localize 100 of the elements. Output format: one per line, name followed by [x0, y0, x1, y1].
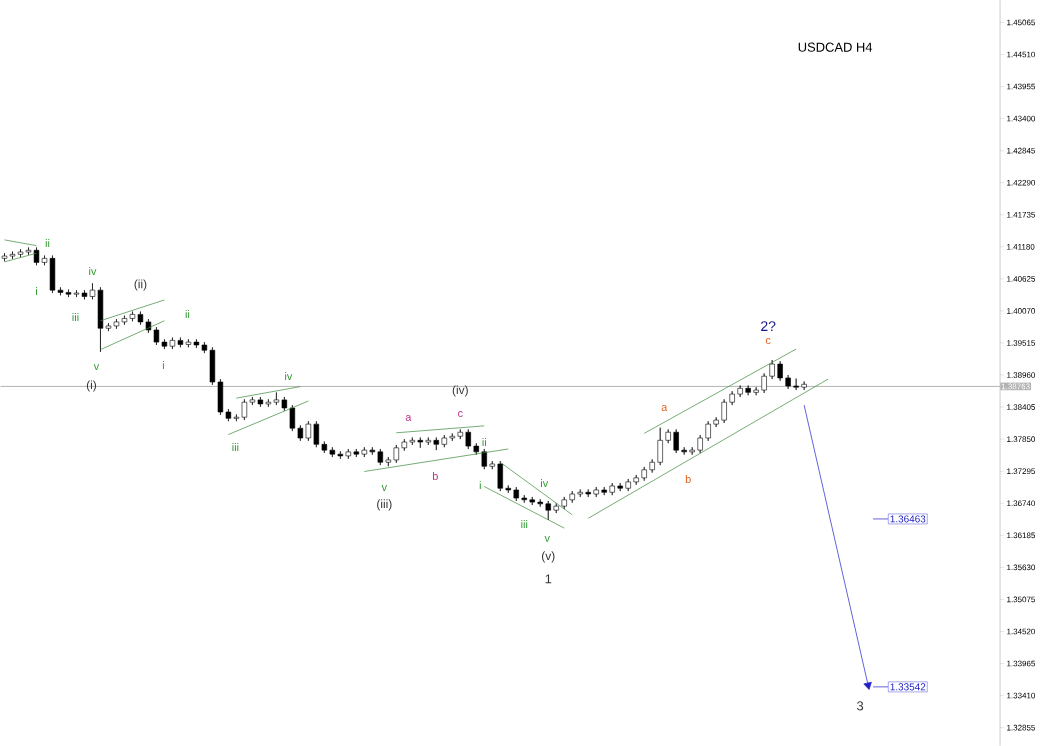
candlestick [457, 429, 463, 440]
candlestick [185, 338, 192, 348]
candlestick [745, 385, 751, 396]
annotation: b [685, 474, 691, 483]
candlestick [633, 474, 639, 486]
candlestick [665, 429, 671, 444]
candlestick [657, 427, 663, 466]
candlestick [385, 456, 392, 467]
annotation: iii [72, 313, 79, 321]
annotation: a [661, 404, 668, 411]
candlestick [593, 486, 599, 498]
candlestick [737, 385, 743, 398]
candlestick [513, 486, 519, 502]
annotation: b [432, 471, 438, 481]
candlestick [553, 502, 559, 514]
candlestick [257, 396, 264, 408]
candlestick [569, 490, 575, 503]
candlestick [577, 489, 583, 498]
candlestick [801, 381, 807, 391]
candlestick [505, 485, 511, 494]
text: USDCAD H4 [798, 42, 873, 52]
candlestick [137, 311, 144, 326]
candlestick [649, 459, 655, 473]
candlestick [345, 448, 352, 460]
candlestick [353, 448, 360, 458]
candlestick [409, 437, 416, 446]
annotation: ii [45, 239, 50, 247]
candlestick [609, 482, 615, 496]
candlestick [673, 429, 679, 454]
annotation: 3 [857, 701, 864, 711]
candlestick [225, 408, 232, 422]
candlestick [337, 450, 344, 460]
annotation: (iii) [377, 499, 392, 511]
candlestick [729, 390, 735, 406]
candlestick [777, 360, 783, 382]
candlestick [193, 338, 200, 349]
candlestick [361, 446, 368, 458]
annotation: iv [285, 372, 293, 380]
candlestick [617, 482, 623, 492]
candlestick [761, 372, 767, 394]
candlestick [177, 337, 184, 348]
candlestick [201, 341, 208, 354]
annotation: iii [232, 443, 239, 451]
candlestick [561, 496, 567, 510]
annotation: iii [521, 519, 528, 528]
candlestick [689, 446, 695, 456]
candlestick [297, 424, 304, 442]
annotation: ii [482, 438, 486, 446]
candlestick [161, 338, 168, 350]
annotation: a [405, 414, 412, 421]
candlestick [697, 434, 703, 454]
candlestick [401, 438, 408, 451]
candlestick [377, 448, 384, 466]
candlestick [233, 414, 240, 422]
candlestick [441, 434, 447, 448]
annotation: 1 [545, 574, 552, 584]
candlestick [785, 374, 791, 390]
candlestick [129, 311, 136, 322]
annotation: v [93, 364, 100, 370]
candlestick [217, 378, 224, 416]
candlestick [753, 386, 759, 396]
candlestick [545, 500, 551, 521]
annotation: 1.33542 [890, 683, 926, 691]
candlestick [281, 396, 288, 412]
candlestick [713, 416, 719, 428]
candlestick [585, 489, 591, 498]
candlestick [249, 396, 256, 406]
candlestick [465, 429, 471, 450]
candlestick [489, 460, 495, 470]
annotation: ii [185, 310, 190, 318]
candlestick [497, 460, 503, 492]
candlestick [641, 466, 647, 482]
annotation: (v) [542, 551, 555, 563]
annotation: 2? [761, 321, 776, 331]
candlestick [169, 337, 176, 350]
annotation: 1.36463 [890, 515, 926, 523]
candlestick [681, 446, 687, 456]
annotation: i [162, 361, 164, 369]
candlestick [537, 498, 543, 508]
candlestick [209, 347, 216, 386]
candlestick [417, 437, 424, 449]
candlestick [241, 398, 248, 421]
candlestick [329, 446, 336, 458]
candlestick [521, 494, 527, 503]
candlestick [273, 392, 280, 406]
candlestick [705, 420, 711, 442]
candlestick [369, 446, 376, 456]
annotation: i [479, 480, 481, 489]
annotation: i [36, 287, 37, 296]
candlestick [473, 442, 479, 456]
candlestick [425, 437, 431, 446]
candlestick [529, 496, 535, 506]
candlestick [433, 437, 439, 451]
annotation: iv [541, 479, 549, 487]
annotation: c [458, 411, 463, 418]
candlestick [625, 478, 631, 492]
candlestick [601, 486, 607, 496]
candlestick [769, 359, 775, 380]
candlestick [721, 398, 727, 424]
candlestick [313, 420, 320, 448]
